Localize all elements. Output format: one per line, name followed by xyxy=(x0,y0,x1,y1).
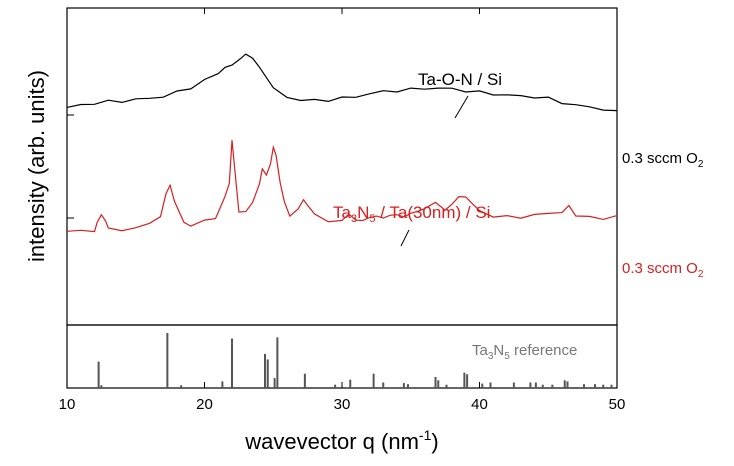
x-axis-title: wavevector q (nm-1) xyxy=(244,427,438,454)
annotation-leader-black xyxy=(454,95,469,119)
reference-label-part: N xyxy=(493,342,504,359)
annotation-leader-red xyxy=(400,229,410,247)
reference-label-sub: 5 xyxy=(504,351,510,362)
series-label-part: Ta xyxy=(333,203,352,222)
x-tick-label: 40 xyxy=(471,396,488,413)
x-axis-title-sup: -1 xyxy=(419,427,432,443)
reference-sticks xyxy=(97,333,613,388)
condition-sub: 2 xyxy=(698,269,704,280)
reference-label-part: reference xyxy=(510,342,578,359)
condition-text: 0.3 sccm O xyxy=(622,150,698,167)
condition-sub: 2 xyxy=(698,159,704,170)
x-tick-label: 10 xyxy=(59,396,76,413)
condition-label-black: 0.3 sccm O2 xyxy=(622,150,704,170)
reference-label-part: Ta xyxy=(472,342,489,359)
x-tick-label: 20 xyxy=(196,396,213,413)
x-axis-title-end: ) xyxy=(431,429,438,454)
series-label-sub: 3 xyxy=(351,213,357,225)
series-label-ta3n5: Ta3N5 / Ta(30nm) / Si xyxy=(333,203,490,225)
series-label-ta-o-n: Ta-O-N / Si xyxy=(418,70,502,89)
series-line-ta3n5 xyxy=(66,140,618,233)
series-label-part: N xyxy=(357,203,369,222)
x-axis-ticks: 10 20 30 40 50 xyxy=(59,8,626,413)
main-panel-frame xyxy=(66,7,618,326)
reference-label: Ta3N5 reference xyxy=(472,342,577,362)
condition-label-red: 0.3 sccm O2 xyxy=(622,260,704,280)
series-label-part: / Ta(30nm) / Si xyxy=(376,203,491,222)
series-line-ta-o-n xyxy=(66,53,618,112)
y-axis-title: intensity (arb. units) xyxy=(24,70,49,262)
series-label-sub: 5 xyxy=(369,213,375,225)
condition-text: 0.3 sccm O xyxy=(622,260,698,277)
series-label-part: Ta-O-N / Si xyxy=(418,70,502,89)
x-tick-label: 50 xyxy=(609,396,626,413)
reference-label-sub: 3 xyxy=(488,351,494,362)
x-axis-title-text: wavevector q (nm xyxy=(244,429,419,454)
x-tick-label: 30 xyxy=(334,396,351,413)
